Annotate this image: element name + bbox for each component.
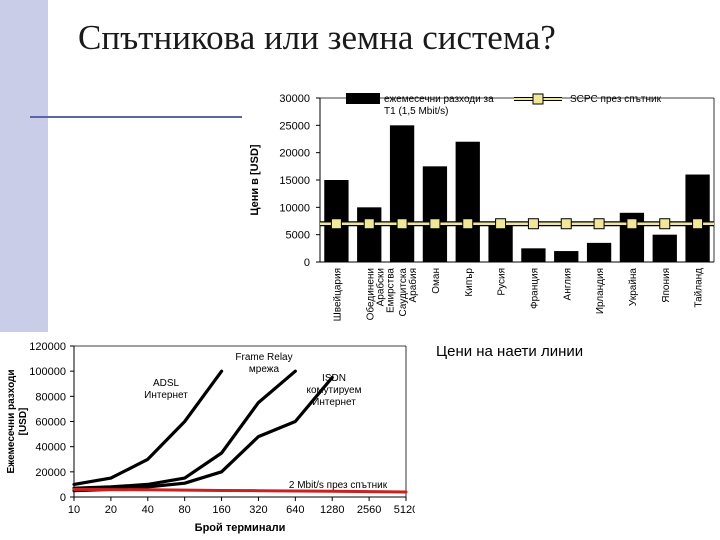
- bottom-y-tick-label: 80000: [35, 391, 66, 403]
- bottom-x-tick-label: 1280: [320, 504, 344, 516]
- bottom-x-tick-label: 320: [249, 504, 267, 516]
- top-scpc-marker: [626, 218, 638, 230]
- top-bar: [521, 248, 546, 262]
- bottom-y-tick-label: 60000: [35, 417, 66, 429]
- top-category-label: СаудитскаАрабия: [398, 268, 419, 317]
- slide-title: Спътникова или земна система?: [78, 18, 556, 57]
- bottom-series-label: 2 Mbit/s през спътник: [289, 480, 388, 491]
- chart-caption: Цени на наети линии: [436, 343, 584, 360]
- top-bar: [554, 251, 579, 262]
- top-bar: [586, 242, 612, 262]
- top-category-label: Тайланд: [694, 268, 705, 308]
- top-y-tick-label: 20000: [279, 148, 310, 160]
- bottom-y-tick-label: 0: [60, 492, 66, 504]
- bottom-series-label: Frame Relay мрежа: [235, 352, 292, 375]
- top-y-tick-label: 10000: [279, 202, 310, 214]
- top-y-tick-label: 15000: [279, 175, 310, 187]
- bottom-y-tick-label: 100000: [29, 366, 66, 378]
- top-bar: [488, 223, 513, 262]
- top-legend-label-bars: ежемесечни разходи за T1 (1,5 Mbit/s): [384, 94, 494, 117]
- top-bar: [455, 141, 480, 262]
- top-scpc-marker: [429, 218, 441, 230]
- bottom-x-tick-label: 5120: [394, 504, 415, 516]
- top-y-axis-label: Цени в [USD]: [249, 144, 261, 215]
- top-category-label: Русия: [497, 268, 508, 296]
- bottom-y-tick-label: 20000: [35, 467, 66, 479]
- top-scpc-marker: [495, 218, 507, 230]
- top-y-tick-label: 5000: [286, 230, 310, 242]
- bottom-chart-background: [0, 332, 415, 540]
- bottom-y-tick-label: 40000: [35, 442, 66, 454]
- title-underline: [30, 116, 250, 118]
- bottom-series-line: [72, 369, 224, 486]
- bottom-x-tick-label: 40: [142, 504, 154, 516]
- top-category-label: Англия: [562, 268, 573, 300]
- bottom-series-line: [72, 487, 408, 494]
- top-legend-swatch-bars: [346, 93, 380, 104]
- top-category-label: Кипър: [464, 268, 475, 297]
- bottom-x-axis-label: Брой терминали: [195, 522, 286, 534]
- top-y-tick-label: 30000: [279, 93, 310, 105]
- top-category-label: Ирландия: [595, 268, 606, 314]
- top-chart-background: [242, 84, 720, 334]
- top-scpc-marker: [527, 218, 539, 230]
- top-bar-chart: 0 5000 10000 15000 20000 25000 30000 Цени в [US…: [242, 84, 720, 334]
- bottom-series-label: ISDN комутируем Интернет: [307, 373, 362, 408]
- top-scpc-marker: [396, 218, 408, 230]
- bottom-series-line: [72, 369, 297, 490]
- top-category-label: Оман: [431, 268, 442, 294]
- top-scpc-marker: [593, 218, 605, 230]
- top-legend-label-line: SCPC през спътник: [570, 94, 662, 105]
- top-scpc-marker: [692, 218, 704, 230]
- bottom-series-label: ADSL Интернет: [144, 378, 188, 401]
- bottom-x-tick-label: 640: [286, 504, 304, 516]
- bottom-x-tick-label: 80: [179, 504, 191, 516]
- top-category-label: Япония: [661, 268, 672, 303]
- top-category-label: ОбединениАрабскиЕмирства: [364, 268, 396, 321]
- top-scpc-marker: [560, 218, 572, 230]
- top-category-label: Украйна: [628, 268, 639, 307]
- top-scpc-marker: [462, 218, 474, 230]
- bottom-line-chart: 0 20000 40000 60000 80000 100000 120000 10 20 40 8…: [0, 332, 415, 540]
- top-scpc-marker: [330, 218, 342, 230]
- top-category-label: Франция: [529, 268, 540, 309]
- top-legend-swatch-marker: [532, 93, 544, 105]
- bottom-x-tick-label: 160: [212, 504, 230, 516]
- bottom-x-tick-label: 10: [68, 504, 80, 516]
- top-bar: [422, 166, 448, 262]
- top-bar: [389, 125, 415, 262]
- top-y-tick-label: 0: [304, 257, 310, 269]
- top-bar: [357, 207, 382, 262]
- bottom-x-tick-label: 20: [105, 504, 117, 516]
- bottom-y-axis-label: Ежемесечни разходи[USD]: [6, 369, 29, 473]
- top-category-label: Швейцария: [332, 268, 343, 321]
- bottom-x-tick-label: 2560: [357, 504, 381, 516]
- top-scpc-marker: [363, 218, 375, 230]
- top-bar: [652, 234, 677, 262]
- top-y-tick-label: 25000: [279, 120, 310, 132]
- top-scpc-marker: [659, 218, 671, 230]
- bottom-y-tick-label: 120000: [29, 341, 66, 353]
